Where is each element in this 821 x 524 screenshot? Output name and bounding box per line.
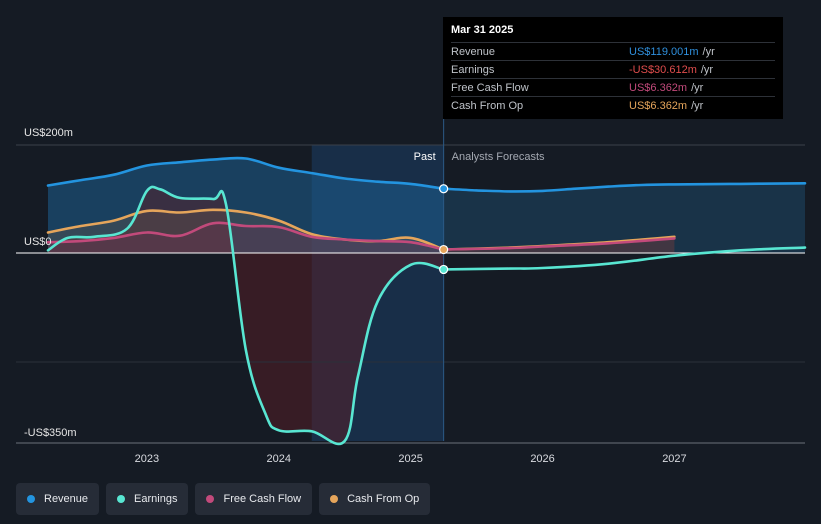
earnings-line-past [46,185,445,446]
tooltip-value: US$119.001m [629,45,699,58]
tooltip-label: Earnings [451,63,495,76]
gridlines [16,95,805,444]
x-tick-label: 2023 [135,453,159,465]
legend-label: Revenue [44,493,89,505]
legend-label: Cash From Op [347,493,420,505]
legend-label: Free Cash Flow [223,493,302,505]
tooltip-row-earnings: Earnings -US$30.612m /yr [451,60,775,78]
legend-dot-icon [206,495,215,503]
tooltip-value: US$6.362m [629,99,688,112]
y-tick-label: -US$350m [24,427,77,439]
cash-from-op-highlight-dot [439,244,449,255]
data-tooltip: Mar 31 2025 Revenue US$119.001m /yr Earn… [443,17,783,119]
cash-from-op-area [48,209,444,253]
forecast-section-label: Analysts Forecasts [452,151,545,163]
revenue-line-past [46,156,445,190]
tooltip-value: -US$30.612m [629,63,697,76]
legend-label: Earnings [134,493,178,505]
legend-item-revenue[interactable]: Revenue [16,483,100,515]
x-tick-label: 2025 [398,453,422,465]
legend-item-earnings[interactable]: Earnings [106,483,189,515]
revenue-line-forecast [442,182,807,193]
y-tick-label: US$0 [24,236,52,248]
tooltip-row-fcf: Free Cash Flow US$6.362m /yr [451,78,775,96]
tooltip-label: Free Cash Flow [451,81,529,94]
tooltip-unit: /yr [700,63,714,76]
tooltip-row-cfo: Cash From Op US$6.362m /yr [451,96,775,114]
tooltip-unit: /yr [691,99,704,112]
revenue-area-forecast [443,183,805,253]
chart-legend: Revenue Earnings Free Cash Flow Cash Fro… [16,483,431,515]
x-tick-label: 2024 [267,453,291,465]
tooltip-title: Mar 31 2025 [451,24,514,36]
legend-item-cash-from-op[interactable]: Cash From Op [319,483,431,515]
axis-labels: US$200m US$0 -US$350m 2023 2024 2025 2026 2027 P… [24,127,687,465]
legend-dot-icon [117,495,126,503]
earnings-area [48,186,444,445]
revenue-highlight-dot [439,184,449,194]
tooltip-unit: /yr [702,45,715,58]
financial-chart: US$200m US$0 -US$350m 2023 2024 2025 2026 2027 P… [16,95,807,465]
tooltip-value: US$6.362m [629,81,688,94]
legend-dot-icon [330,495,339,503]
tooltip-unit: /yr [691,81,704,94]
highlight-dots [439,184,449,275]
x-tick-label: 2026 [530,453,554,465]
past-section-label: Past [414,151,436,163]
legend-item-free-cash-flow[interactable]: Free Cash Flow [195,483,313,515]
free-cash-flow-line-forecast [442,237,676,251]
x-tick-label: 2027 [662,453,686,465]
series-fills [48,157,805,445]
free-cash-flow-area [48,222,444,253]
tooltip-label: Cash From Op [451,99,524,112]
earnings-line-forecast [442,246,807,271]
free-cash-flow-line-past [46,221,445,251]
y-tick-label: US$200m [24,127,73,139]
earnings-highlight-dot [439,264,449,275]
series-lines [46,156,807,446]
tooltip-row-revenue: Revenue US$119.001m /yr [451,42,775,60]
legend-dot-icon [27,495,35,503]
tooltip-label: Revenue [451,45,496,58]
